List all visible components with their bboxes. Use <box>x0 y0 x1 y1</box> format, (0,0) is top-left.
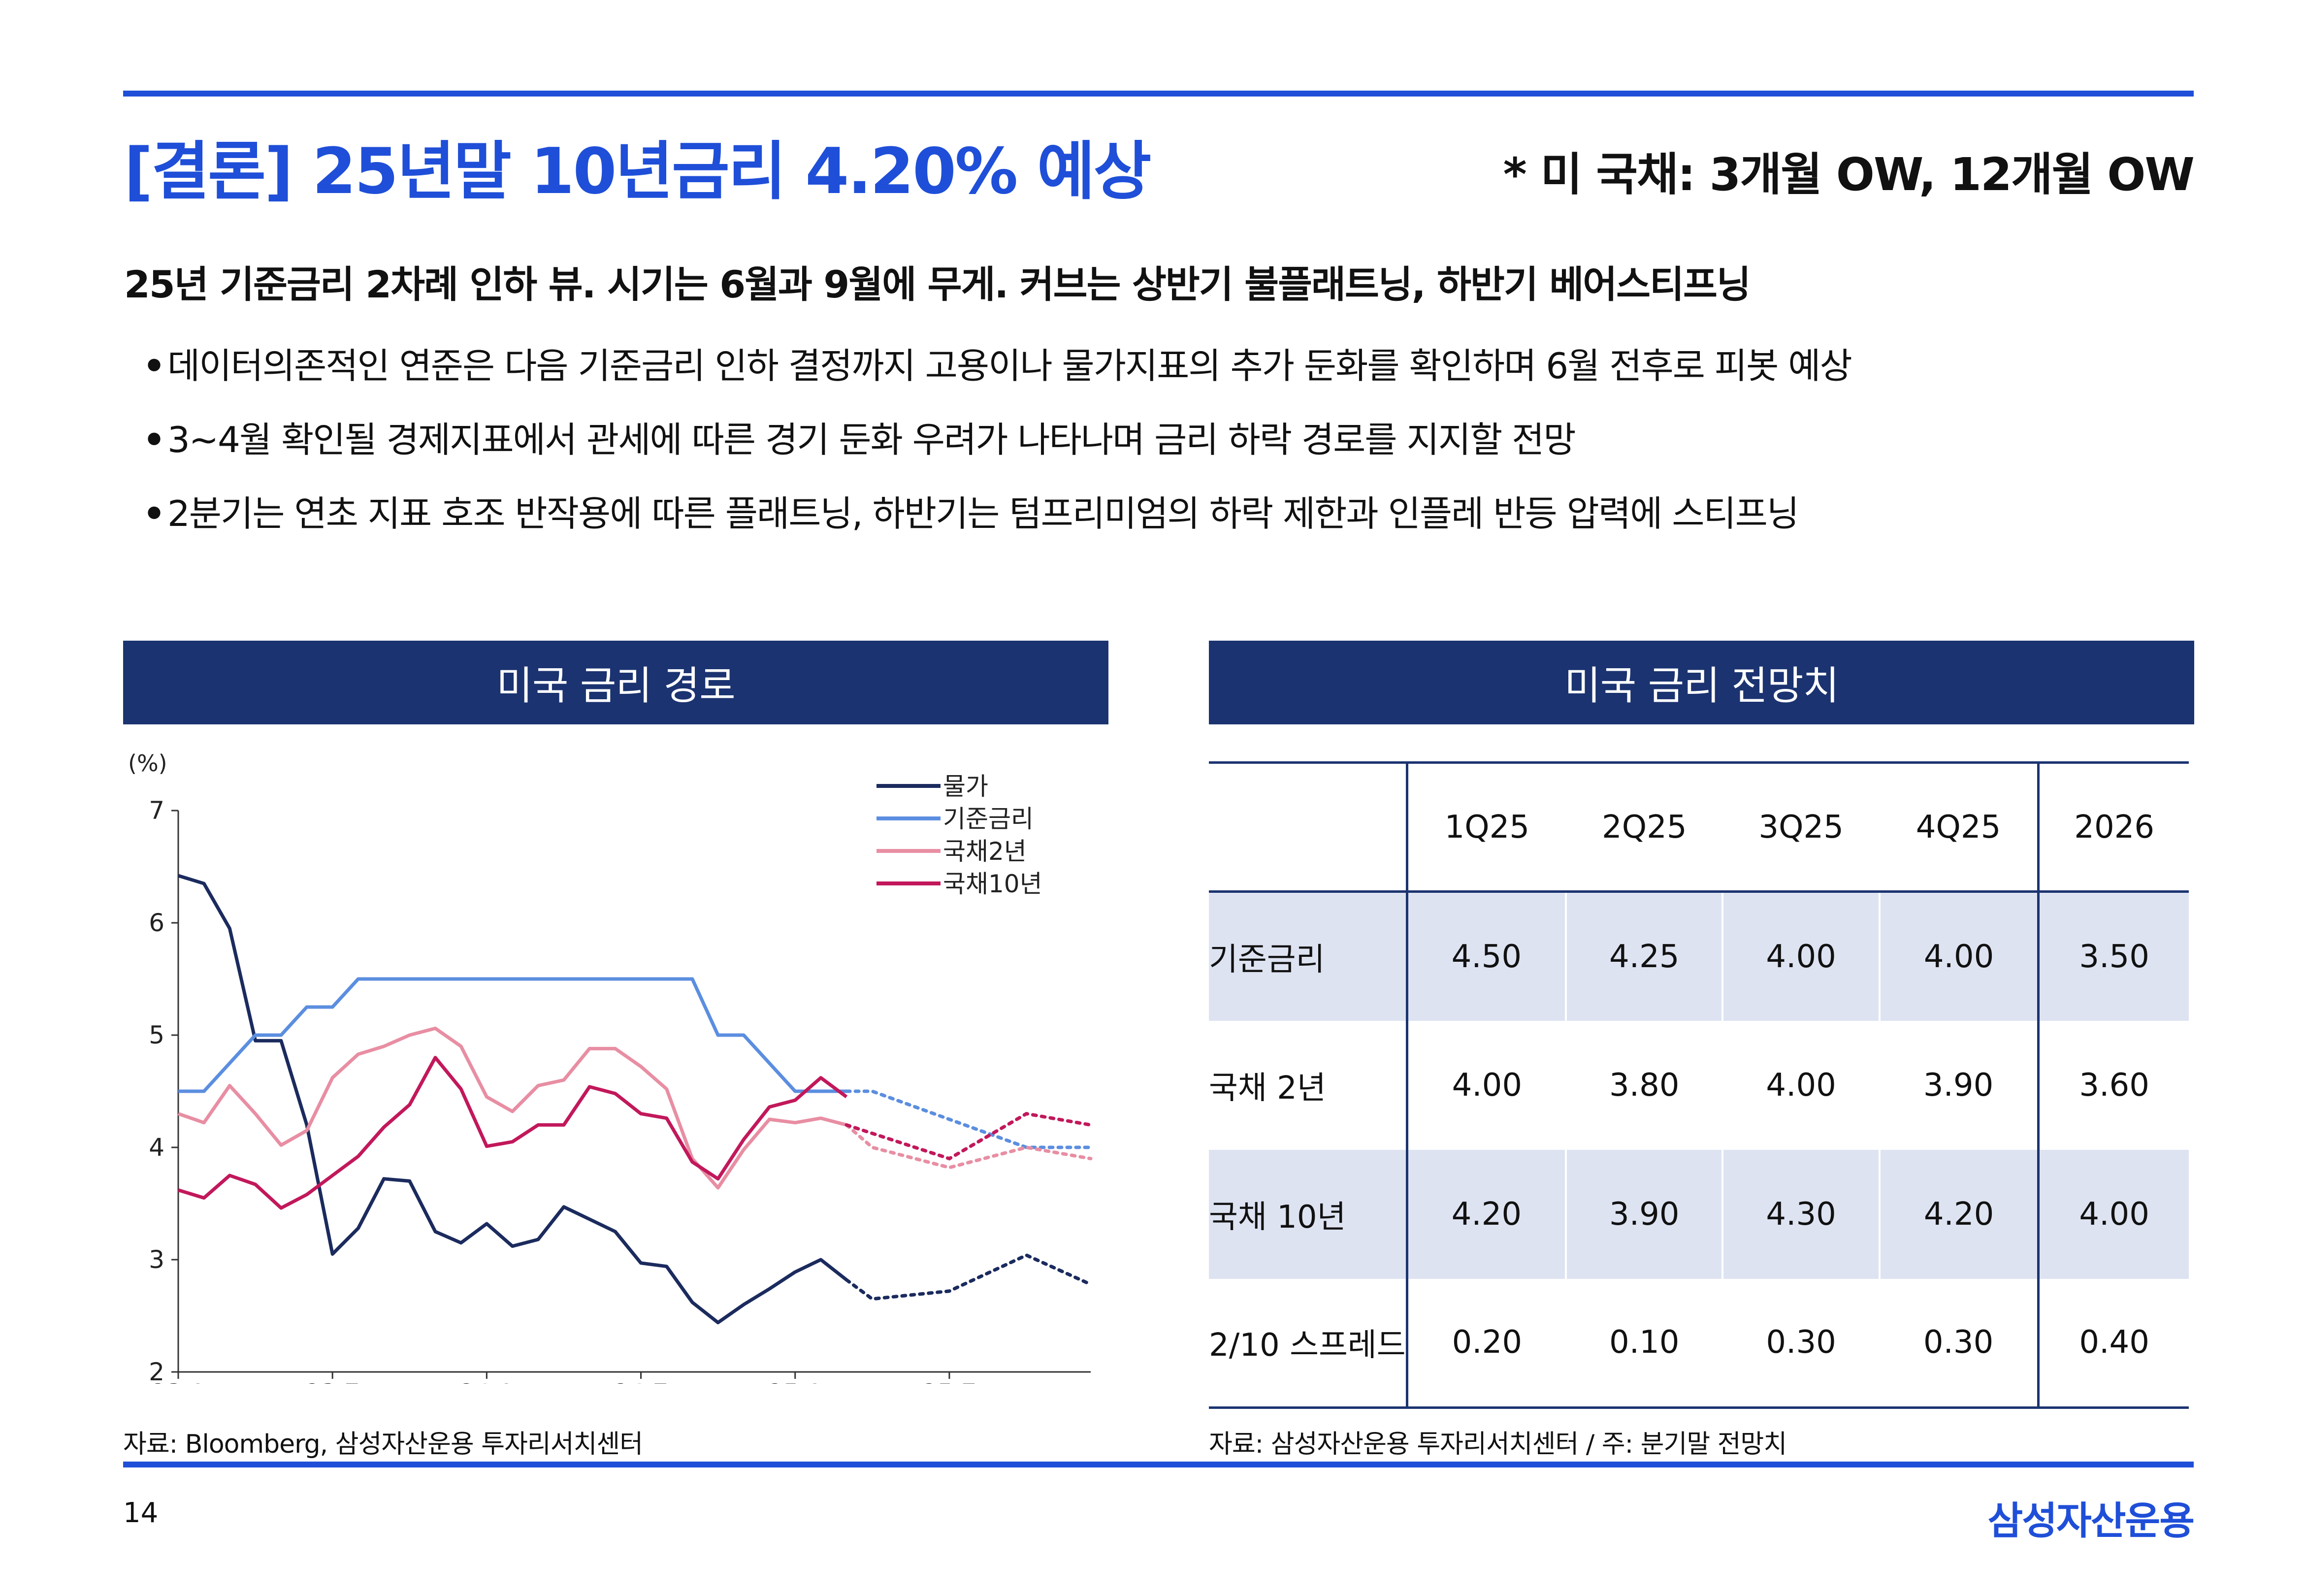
page-title: [결론] 25년말 10년금리 4.20% 예상 <box>124 135 1151 208</box>
x-tick-label: 23.7 <box>305 1379 360 1384</box>
table-row: 국채 10년 4.20 3.90 4.30 4.20 4.00 <box>1209 1149 2189 1279</box>
bullet-item: •3~4월 확인될 경제지표에서 관세에 따른 경기 둔화 우려가 나타나며 금… <box>143 403 1851 477</box>
table-cell: 4.20 <box>1879 1149 2040 1279</box>
summary-headline: 25년 기준금리 2차례 인하 뷰. 시기는 6월과 9월에 무게. 커브는 상… <box>124 262 1751 306</box>
table-corner-cell <box>1209 761 1407 893</box>
row-label: 국채 2년 <box>1209 1070 1326 1107</box>
column-header: 4Q25 <box>1879 761 2039 893</box>
bottom-rule <box>123 1462 2194 1467</box>
bullet-text: 2분기는 연초 지표 호조 반작용에 따른 플래트닝, 하반기는 텀프리미엄의 … <box>167 493 1799 534</box>
series-line <box>178 977 847 1093</box>
bullet-mark: • <box>143 493 165 534</box>
table-row: 국채 2년 4.00 3.80 4.00 3.90 3.60 <box>1209 1020 2189 1150</box>
column-header: 2Q25 <box>1566 761 1723 893</box>
series-forecast-line <box>844 1111 1093 1161</box>
table-cell: 4.00 <box>2037 1149 2189 1279</box>
x-tick-label: 25.1 <box>768 1379 822 1384</box>
series-forecast-line <box>844 1253 1093 1301</box>
table-cell: 3.90 <box>1923 1067 1994 1104</box>
bullet-item: •데이터의존적인 연준은 다음 기준금리 인하 결정까지 고용이나 물가지표의 … <box>143 329 1852 403</box>
bullet-mark: • <box>143 419 165 460</box>
table-cell: 4.20 <box>1405 1149 1567 1279</box>
y-tick-label: 2 <box>149 1358 164 1384</box>
y-tick-label: 5 <box>149 1021 164 1049</box>
column-header: 3Q25 <box>1722 761 1880 893</box>
series-forecast-line <box>844 1123 1093 1170</box>
y-axis-label: (%) <box>128 750 167 777</box>
column-header: 1Q25 <box>1405 761 1566 893</box>
table-cell: 4.30 <box>1722 1149 1881 1279</box>
top-rule <box>123 91 2194 97</box>
series-line <box>177 1056 848 1210</box>
legend-label: 국채10년 <box>943 870 1042 898</box>
table-cell: 0.30 <box>1722 1278 1880 1409</box>
table-row: 기준금리 4.50 4.25 4.00 4.00 3.50 <box>1209 891 2189 1021</box>
legend-label: 물가 <box>943 772 988 801</box>
table-cell: 3.80 <box>1609 1067 1680 1104</box>
page-subtitle: * 미 국채: 3개월 OW, 12개월 OW <box>1503 148 2195 201</box>
series-line <box>177 874 848 1325</box>
y-tick-label: 7 <box>149 796 164 825</box>
table-cell: 3.60 <box>2037 1020 2189 1150</box>
bullet-item: •2분기는 연초 지표 호조 반작용에 따른 플래트닝, 하반기는 텀프리미엄의… <box>143 477 1851 551</box>
chart-source-note: 자료: Bloomberg, 삼성자산운용 투자리서치센터 <box>123 1430 643 1459</box>
table-cell: 4.00 <box>1405 1020 1566 1150</box>
table-cell: 4.50 <box>1405 891 1567 1021</box>
rate-path-chart: (%) 2 3 4 5 6 7 23.1 23.7 24.1 24.7 25.1 25.7 물가기준금리국… <box>128 750 1093 1384</box>
table-cell: 3.50 <box>2037 891 2189 1021</box>
series-line <box>177 1026 847 1190</box>
bullet-text: 3~4월 확인될 경제지표에서 관세에 따른 경기 둔화 우려가 나타나며 금리… <box>167 419 1576 460</box>
column-header: 2026 <box>2037 761 2189 893</box>
page-number: 14 <box>123 1497 159 1529</box>
row-label: 국채 10년 <box>1209 1149 1408 1279</box>
table-cell: 3.90 <box>1566 1149 1724 1279</box>
rate-path-header: 미국 금리 경로 <box>123 641 1108 724</box>
table-cell: 0.20 <box>1405 1278 1566 1409</box>
table-cell: 0.10 <box>1566 1278 1723 1409</box>
row-label: 기준금리 <box>1209 891 1408 1021</box>
table-header-row: 1Q25 2Q25 3Q25 4Q25 2026 <box>1209 761 2189 893</box>
table-cell: 4.25 <box>1566 891 1724 1021</box>
brand-logo-text: 삼성자산운용 <box>1987 1499 2195 1543</box>
table-cell: 0.30 <box>1879 1278 2039 1409</box>
table-cell: 4.00 <box>1766 1067 1836 1104</box>
x-tick-label: 23.1 <box>151 1379 205 1384</box>
x-tick-label: 24.7 <box>614 1379 668 1384</box>
x-tick-label: 24.1 <box>459 1379 514 1384</box>
y-tick-label: 3 <box>149 1245 164 1274</box>
table-row: 2/10 스프레드 0.20 0.10 0.30 0.30 0.40 <box>1209 1278 2189 1409</box>
bullet-mark: • <box>143 345 165 387</box>
forecast-table: 1Q25 2Q25 3Q25 4Q25 2026 기준금리 4.50 4.25 … <box>1209 761 2189 1409</box>
x-tick-label: 25.7 <box>922 1379 976 1384</box>
table-cell: 0.40 <box>2037 1278 2189 1409</box>
legend-label: 기준금리 <box>943 805 1034 833</box>
row-label: 2/10 스프레드 <box>1209 1278 1407 1409</box>
summary-bullets: •데이터의존적인 연준은 다음 기준금리 인하 결정까지 고용이나 물가지표의 … <box>143 329 1852 551</box>
series-forecast-line <box>844 1089 1093 1149</box>
bullet-text: 데이터의존적인 연준은 다음 기준금리 인하 결정까지 고용이나 물가지표의 추… <box>167 345 1852 387</box>
y-tick-label: 4 <box>149 1133 164 1162</box>
table-cell: 4.00 <box>1879 891 2040 1021</box>
legend-label: 국채2년 <box>943 837 1027 866</box>
table-cell: 4.00 <box>1722 891 1881 1021</box>
y-tick-label: 6 <box>149 909 164 937</box>
table-source-note: 자료: 삼성자산운용 투자리서치센터 / 주: 분기말 전망치 <box>1209 1430 1787 1459</box>
rate-forecast-header: 미국 금리 전망치 <box>1209 641 2194 724</box>
